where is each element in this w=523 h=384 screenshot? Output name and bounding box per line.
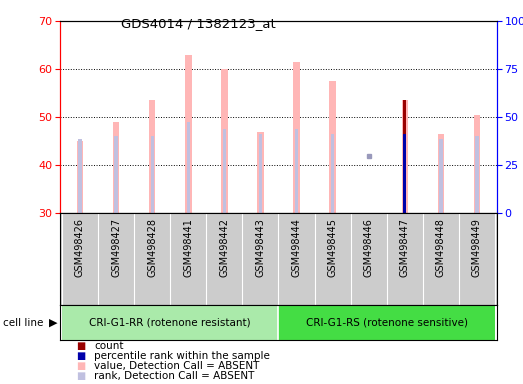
Text: ▶: ▶ (49, 318, 57, 328)
Text: GDS4014 / 1382123_at: GDS4014 / 1382123_at (121, 17, 276, 30)
Bar (149, 100, 155, 213)
Bar (439, 139, 442, 213)
Bar (293, 62, 300, 213)
Text: GSM498447: GSM498447 (400, 218, 410, 277)
Bar (187, 122, 190, 213)
Text: GSM498427: GSM498427 (111, 218, 121, 277)
Bar (331, 134, 334, 213)
Text: GSM498426: GSM498426 (75, 218, 85, 277)
Text: CRI-G1-RS (rotenone sensitive): CRI-G1-RS (rotenone sensitive) (306, 318, 468, 328)
Text: CRI-G1-RR (rotenone resistant): CRI-G1-RR (rotenone resistant) (89, 318, 251, 328)
Bar (151, 136, 154, 213)
Bar (115, 136, 118, 213)
Text: GSM498446: GSM498446 (363, 218, 374, 276)
Bar (403, 134, 406, 213)
Bar (278, 305, 495, 340)
Text: ■: ■ (76, 361, 85, 371)
Bar (113, 122, 119, 213)
Bar (402, 100, 408, 213)
Bar (257, 131, 264, 213)
Text: GSM498449: GSM498449 (472, 218, 482, 276)
Bar (221, 69, 228, 213)
Text: GSM498442: GSM498442 (219, 218, 230, 277)
Text: GSM498428: GSM498428 (147, 218, 157, 277)
Text: GSM498444: GSM498444 (291, 218, 302, 276)
Bar (77, 141, 83, 213)
Bar (78, 139, 82, 213)
Text: GSM498445: GSM498445 (327, 218, 338, 277)
Text: ■: ■ (76, 371, 85, 381)
Text: rank, Detection Call = ABSENT: rank, Detection Call = ABSENT (94, 371, 255, 381)
Bar (259, 134, 262, 213)
Text: GSM498443: GSM498443 (255, 218, 266, 276)
Bar (185, 55, 191, 213)
Bar (438, 134, 444, 213)
Text: ■: ■ (76, 341, 85, 351)
Text: GSM498441: GSM498441 (183, 218, 194, 276)
Bar (62, 305, 278, 340)
Bar (474, 115, 480, 213)
Text: GSM498448: GSM498448 (436, 218, 446, 276)
Text: percentile rank within the sample: percentile rank within the sample (94, 351, 270, 361)
Text: value, Detection Call = ABSENT: value, Detection Call = ABSENT (94, 361, 259, 371)
Text: count: count (94, 341, 123, 351)
Bar (403, 100, 406, 213)
Bar (329, 81, 336, 213)
Bar (475, 136, 479, 213)
Text: cell line: cell line (3, 318, 43, 328)
Bar (223, 129, 226, 213)
Text: ■: ■ (76, 351, 85, 361)
Bar (295, 129, 298, 213)
